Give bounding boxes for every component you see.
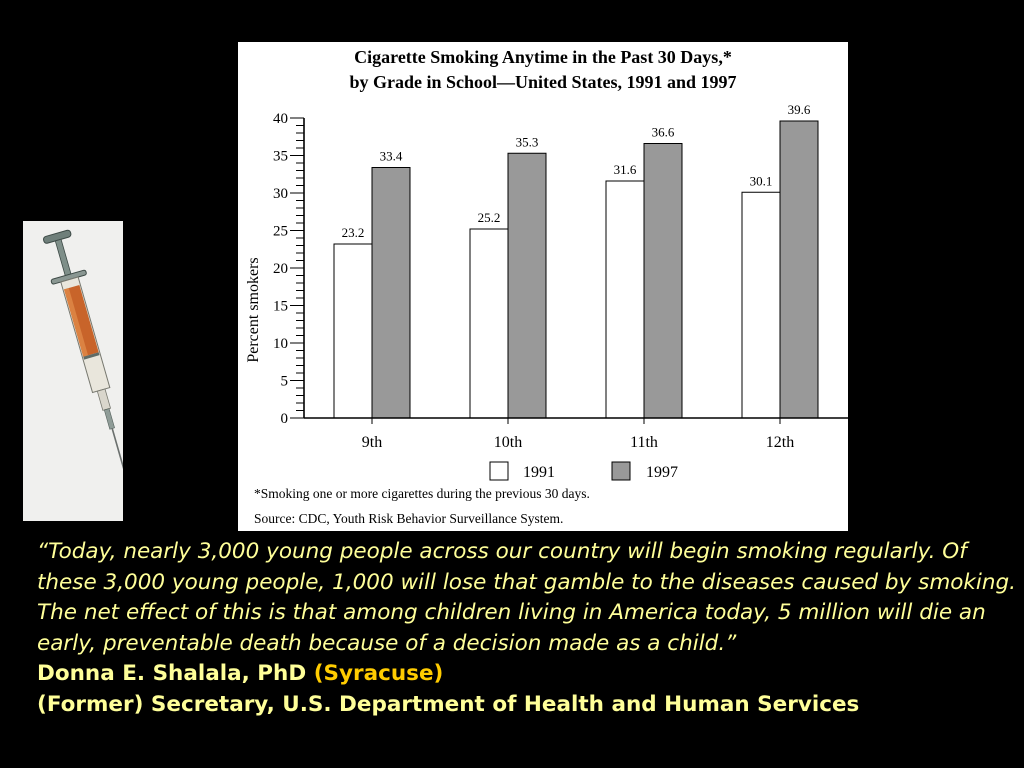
bar-1997-12th [779,120,819,419]
y-tick-label: 25 [273,224,288,240]
bar-1991-12th [741,191,781,419]
chart-source: Source: CDC, Youth Risk Behavior Surveil… [254,511,563,526]
x-category-label: 11th [630,434,658,451]
bar-value-label: 31.6 [614,162,637,177]
syringe-image [23,221,132,521]
x-category-label: 12th [766,434,794,451]
y-tick-label: 10 [273,336,288,352]
y-tick-label: 0 [281,411,289,427]
y-tick-label: 35 [273,149,288,165]
bar-value-label: 30.1 [750,173,773,188]
y-tick-label: 5 [281,374,289,390]
chart-panel: Cigarette Smoking Anytime in the Past 30… [238,42,848,531]
legend: 1991 1997 [489,461,678,481]
x-category-label: 10th [494,434,522,451]
bar-1997-11th [643,143,683,419]
y-axis: 0 5 10 15 20 25 30 35 40 [273,111,305,427]
chart-title-line2: by Grade in School—United States, 1991 a… [349,72,736,92]
legend-swatch-1997 [611,461,631,481]
bars: 23.2 33.4 25.2 35.3 31.6 36.6 30.1 39.6 [333,102,819,419]
bar-value-label: 36.6 [652,125,675,140]
bar-chart: Cigarette Smoking Anytime in the Past 30… [245,47,848,526]
bar-1997-9th [371,167,411,419]
quote-author: Donna E. Shalala, PhD (Syracuse) [37,659,1017,690]
bar-1997-10th [507,152,547,419]
bar-value-label: 39.6 [788,102,811,117]
y-tick-label: 30 [273,186,288,202]
y-tick-label: 40 [273,111,288,127]
bar-value-label: 35.3 [516,134,539,149]
chart-title-line1: Cigarette Smoking Anytime in the Past 30… [354,47,732,67]
x-axis: 9th 10th 11th 12th [304,417,848,451]
legend-label-1991: 1991 [523,464,555,481]
y-axis-label: Percent smokers [245,257,262,362]
bar-value-label: 23.2 [342,225,365,240]
bar-value-label: 25.2 [478,210,501,225]
chart-footnote: *Smoking one or more cigarettes during t… [254,486,590,501]
legend-label-1997: 1997 [646,464,678,481]
bar-1991-11th [605,180,645,419]
x-category-label: 9th [362,434,382,451]
bar-1991-9th [333,243,373,419]
author-affiliation: (Syracuse) [313,661,444,686]
author-name: Donna E. Shalala, PhD [37,661,307,686]
author-title: (Former) Secretary, U.S. Department of H… [37,691,860,717]
syringe-icon [42,229,132,496]
y-tick-label: 20 [273,261,288,277]
bar-1991-10th [469,228,509,419]
quote-block: “Today, nearly 3,000 young people across… [37,537,1017,720]
bar-value-label: 33.4 [380,149,403,164]
quote-text: “Today, nearly 3,000 young people across… [37,539,1016,656]
legend-swatch-1991 [489,461,509,481]
y-tick-label: 15 [273,299,288,315]
